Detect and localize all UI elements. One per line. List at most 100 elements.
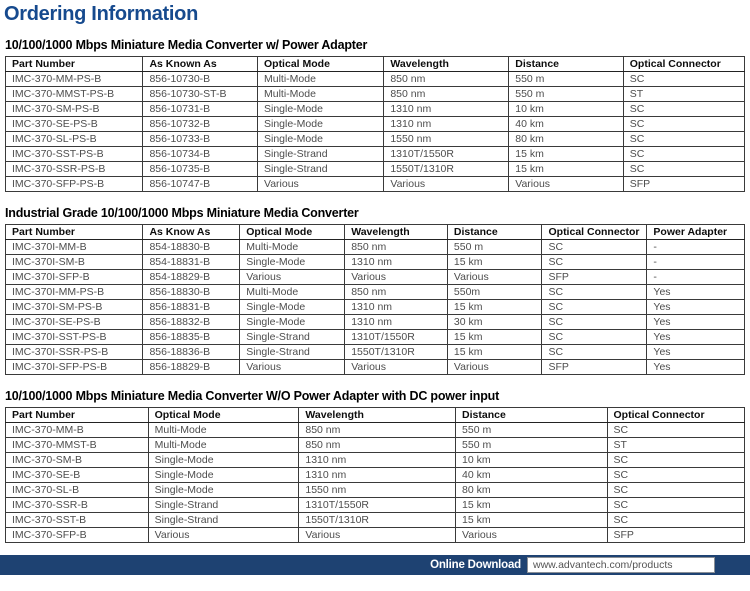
- download-url-box: www.advantech.com/products: [527, 557, 715, 573]
- column-header: Distance: [455, 407, 608, 423]
- table-row: IMC-370-SL-B Single-Mode 1550 nm 80 km SC: [5, 482, 746, 498]
- table-cell: 1550T/1310R: [344, 344, 448, 360]
- table-industrial-grade-converter: Part Number As Know As Optical Mode Wavelen…: [4, 224, 745, 375]
- table-cell: 856-18829-B: [142, 359, 241, 375]
- table-row: IMC-370I-SM-PS-B 856-18831-B Single-Mode 13…: [4, 299, 745, 315]
- table-cell: Various: [508, 176, 624, 192]
- table-cell: 80 km: [508, 131, 624, 147]
- table-cell: Yes: [646, 284, 745, 300]
- table-cell: SC: [606, 482, 746, 498]
- table-cell: 1310 nm: [383, 116, 510, 132]
- column-header: Distance: [508, 56, 624, 72]
- table-cell: SC: [541, 299, 648, 315]
- column-header: Wavelength: [298, 407, 457, 423]
- table-cell: 856-10734-B: [142, 146, 258, 162]
- table-cell: IMC-370-SFP-B: [5, 527, 149, 543]
- table-cell: 856-18835-B: [142, 329, 241, 345]
- table-cell: 550m: [446, 284, 543, 300]
- table-cell: -: [646, 269, 745, 285]
- table-cell: 1310T/1550R: [298, 497, 457, 513]
- table-cell: 856-10732-B: [142, 116, 258, 132]
- column-header: Wavelength: [383, 56, 510, 72]
- table-cell: 40 km: [455, 467, 608, 483]
- table-cell: 10 km: [508, 101, 624, 117]
- table-row: IMC-370-SE-B Single-Mode 1310 nm 40 km SC: [5, 467, 746, 483]
- table-cell: IMC-370-SFP-PS-B: [4, 176, 144, 192]
- table-cell: Single-Strand: [239, 344, 346, 360]
- table-cell: IMC-370-MMST-B: [5, 437, 149, 453]
- table-cell: 856-18831-B: [142, 299, 241, 315]
- table-cell: IMC-370I-MM-PS-B: [4, 284, 144, 300]
- column-header: Optical Connector: [622, 56, 746, 72]
- table-cell: 1310 nm: [298, 467, 457, 483]
- page: Ordering Information 10/100/1000 Mbps Mi…: [0, 3, 750, 591]
- table-cell: IMC-370-SE-PS-B: [4, 116, 144, 132]
- column-header: Optical Mode: [147, 407, 300, 423]
- table-cell: 15 km: [508, 146, 624, 162]
- table-cell: Various: [446, 359, 543, 375]
- table-row: IMC-370-SFP-PS-B 856-10747-B Various Variou…: [4, 176, 746, 192]
- section-heading: Industrial Grade 10/100/1000 Mbps Miniat…: [5, 206, 359, 220]
- table-cell: SC: [622, 116, 746, 132]
- table-cell: 30 km: [446, 314, 543, 330]
- section-heading: 10/100/1000 Mbps Miniature Media Convert…: [5, 389, 500, 403]
- table-row: IMC-370I-SST-PS-B 856-18835-B Single-Stran…: [4, 329, 745, 345]
- table-row: IMC-370-MMST-PS-B 856-10730-ST-B Multi-Mod…: [4, 86, 746, 102]
- table-cell: Various: [298, 527, 457, 543]
- table-cell: SC: [606, 422, 746, 438]
- table-row: IMC-370-SST-B Single-Strand 1550T/1310R 15 …: [5, 512, 746, 528]
- table-cell: Single-Mode: [256, 116, 385, 132]
- download-url: www.advantech.com/products: [533, 559, 673, 571]
- table-cell: 550 m: [446, 239, 543, 255]
- table-cell: SC: [541, 329, 648, 345]
- table-cell: 1550T/1310R: [383, 161, 510, 177]
- table-cell: IMC-370I-SST-PS-B: [4, 329, 144, 345]
- table-cell: SFP: [541, 359, 648, 375]
- table-cell: IMC-370I-SFP-PS-B: [4, 359, 144, 375]
- table-row: IMC-370-SM-PS-B 856-10731-B Single-Mode 131…: [4, 101, 746, 117]
- table-row: IMC-370-MMST-B Multi-Mode 850 nm 550 m ST: [5, 437, 746, 453]
- table-cell: 856-10733-B: [142, 131, 258, 147]
- table-cell: IMC-370-SE-B: [5, 467, 149, 483]
- table-cell: 1310T/1550R: [344, 329, 448, 345]
- table-cell: Yes: [646, 329, 745, 345]
- online-download-bar: Online Download www.advantech.com/produc…: [0, 555, 750, 575]
- table-cell: SFP: [541, 269, 648, 285]
- table-cell: Various: [344, 269, 448, 285]
- table-cell: 550 m: [508, 86, 624, 102]
- table-row: IMC-370I-SFP-B 854-18829-B Various Various V…: [4, 269, 745, 285]
- table-cell: 856-10731-B: [142, 101, 258, 117]
- table-cell: IMC-370-MMST-PS-B: [4, 86, 144, 102]
- table-cell: 850 nm: [383, 71, 510, 87]
- column-header: Optical Mode: [239, 224, 346, 240]
- column-header: As Known As: [142, 56, 258, 72]
- table-cell: Yes: [646, 314, 745, 330]
- column-header: Part Number: [5, 407, 149, 423]
- table-cell: Various: [455, 527, 608, 543]
- table-cell: 856-18836-B: [142, 344, 241, 360]
- table-cell: Single-Strand: [147, 497, 300, 513]
- table-cell: Single-Mode: [256, 101, 385, 117]
- table-cell: SC: [622, 101, 746, 117]
- section-heading: 10/100/1000 Mbps Miniature Media Convert…: [5, 38, 368, 52]
- table-cell: SC: [622, 131, 746, 147]
- table-cell: 856-10747-B: [142, 176, 258, 192]
- column-header: Optical Connector: [606, 407, 746, 423]
- table-cell: 1550 nm: [383, 131, 510, 147]
- table-cell: 15 km: [446, 299, 543, 315]
- table-cell: 856-18832-B: [142, 314, 241, 330]
- table-row: IMC-370-SM-B Single-Mode 1310 nm 10 km SC: [5, 452, 746, 468]
- table-cell: 40 km: [508, 116, 624, 132]
- table-cell: IMC-370I-SE-PS-B: [4, 314, 144, 330]
- table-cell: IMC-370-MM-PS-B: [4, 71, 144, 87]
- table-cell: Single-Mode: [147, 482, 300, 498]
- table-cell: Single-Mode: [239, 299, 346, 315]
- table-cell: Yes: [646, 299, 745, 315]
- header-row: Part Number Optical Mode Wavelength Distanc…: [5, 407, 746, 423]
- column-header: Part Number: [4, 56, 144, 72]
- table-cell: 1310T/1550R: [383, 146, 510, 162]
- table-cell: Single-Mode: [239, 254, 346, 270]
- table-row: IMC-370-MM-PS-B 856-10730-B Multi-Mode 850 …: [4, 71, 746, 87]
- table-row: IMC-370-SSR-B Single-Strand 1310T/1550R 15 …: [5, 497, 746, 513]
- table-cell: Single-Strand: [256, 161, 385, 177]
